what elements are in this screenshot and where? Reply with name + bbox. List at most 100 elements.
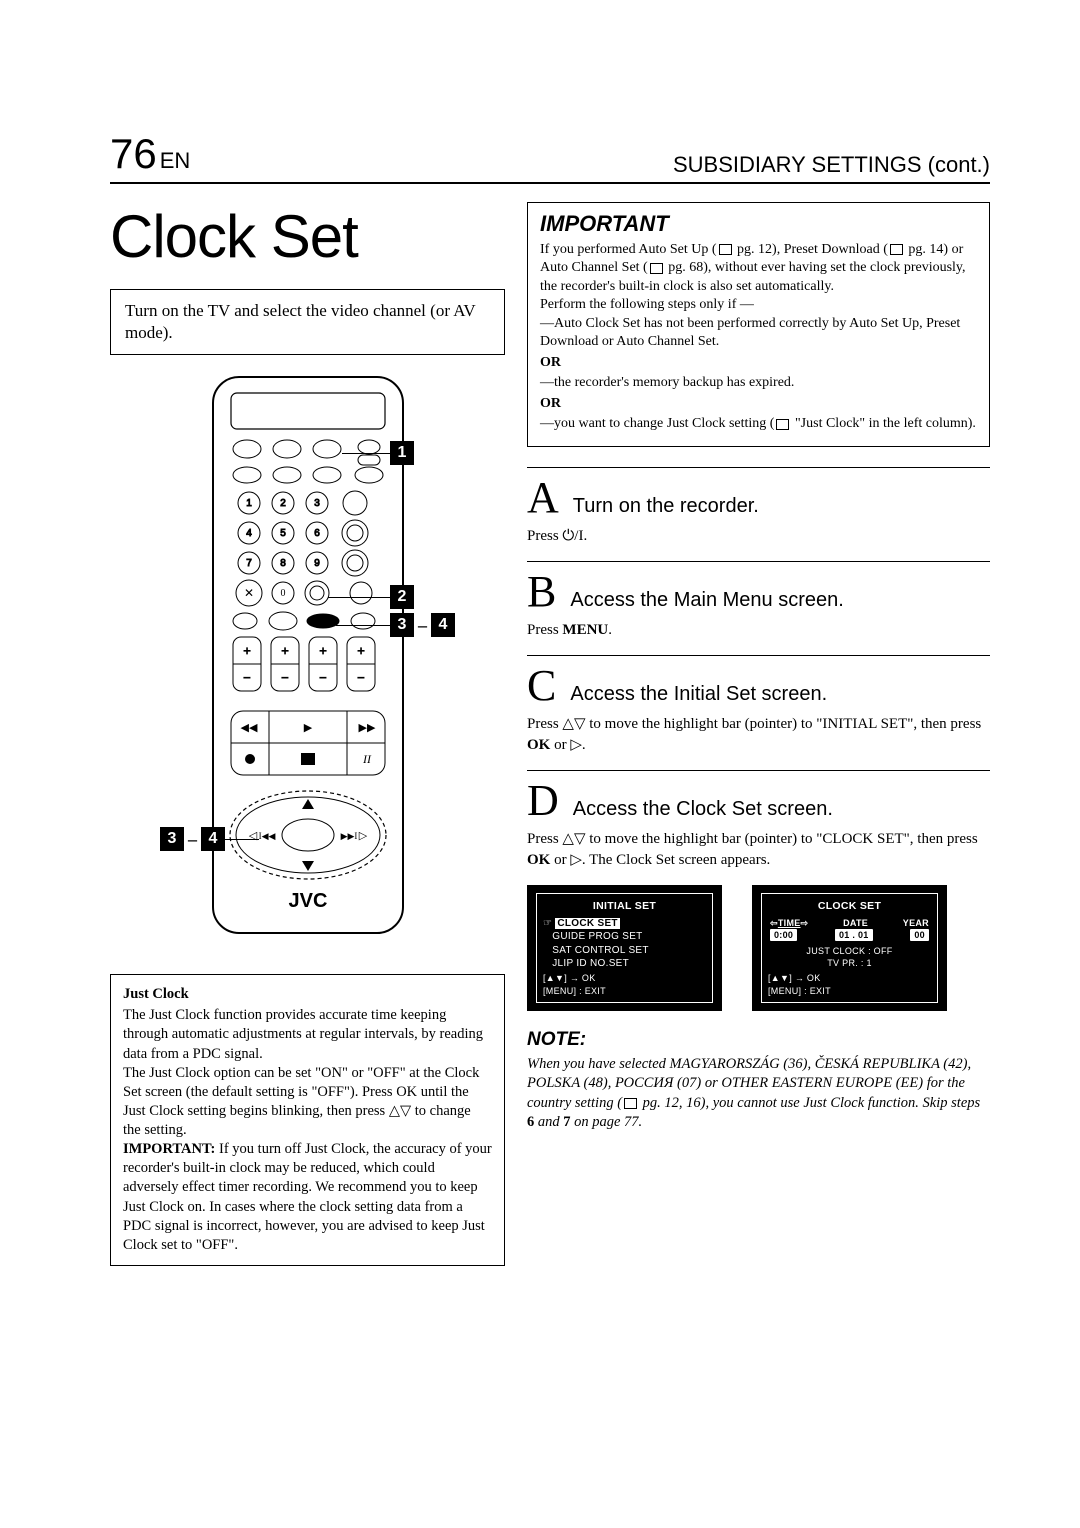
imp-l1b: pg. 12), Preset Download ( [734, 242, 888, 257]
clock-v-time: 0:00 [770, 929, 797, 941]
screen-initial-inner: INITIAL SET ☞ CLOCK SET GUIDE PROG SET S… [536, 893, 713, 1003]
svg-text:▶▶I: ▶▶I [340, 831, 357, 841]
step-b-bold: MENU [562, 622, 608, 638]
step-d-pre: Press △▽ to move the highlight bar (poin… [527, 831, 978, 847]
step-c-letter: C [527, 664, 556, 708]
screen-clock-title: CLOCK SET [768, 899, 931, 913]
important-label: IMPORTANT [540, 211, 977, 237]
svg-text:3: 3 [314, 498, 320, 509]
note-and: and [534, 1114, 563, 1130]
svg-text:9: 9 [314, 558, 320, 569]
ref-icon [890, 244, 903, 255]
just-clock-box: Just Clock The Just Clock function provi… [110, 974, 505, 1266]
callout-dash: – [418, 615, 427, 636]
right-column: IMPORTANT If you performed Auto Set Up (… [527, 202, 990, 1266]
callout-box-3a: 3 [390, 613, 414, 637]
svg-text:+: + [319, 643, 326, 658]
svg-text:▶▶: ▶▶ [358, 722, 375, 734]
step-d-letter: D [527, 779, 559, 823]
clock-jc: JUST CLOCK : OFF [768, 945, 931, 957]
screen-initial-item1: ☞ CLOCK SET [543, 917, 706, 931]
screen-initial-item2-label: GUIDE PROG SET [552, 931, 642, 942]
callout-3: 3 – 4 [390, 613, 455, 637]
ref-icon [776, 419, 789, 430]
intro-box: Turn on the TV and select the video chan… [110, 289, 505, 355]
content-columns: Clock Set Turn on the TV and select the … [110, 202, 990, 1266]
screen-clock-footer1: [▲▼] → OK [768, 972, 931, 984]
page-header: 76 EN SUBSIDIARY SETTINGS (cont.) [110, 130, 990, 184]
page-title: Clock Set [110, 202, 505, 271]
svg-text:5: 5 [280, 528, 286, 539]
callout-box-4b: 4 [201, 827, 225, 851]
page-number: 76 EN [110, 130, 190, 178]
remote-illustration: 1 2 3 4 5 6 7 8 9 ✕ 0 [110, 375, 505, 960]
screen-initial-item3-label: SAT CONTROL SET [552, 945, 649, 956]
imp-l2: Perform the following steps only if — [540, 296, 977, 314]
svg-text:0: 0 [280, 588, 285, 599]
svg-text:6: 6 [314, 528, 320, 539]
just-clock-p1: The Just Clock function provides accurat… [123, 1006, 492, 1063]
imp-l4: —the recorder's memory backup has expire… [540, 374, 977, 392]
step-b-letter: B [527, 570, 556, 614]
svg-text:I◀◀: I◀◀ [258, 831, 275, 841]
svg-text:+: + [357, 643, 364, 658]
step-b-post: . [608, 622, 612, 638]
svg-text:−: − [243, 670, 250, 685]
step-a-title: Turn on the recorder. [573, 495, 759, 518]
callout-box-3b: 4 [431, 613, 455, 637]
hand-icon: ☞ [543, 918, 552, 929]
step-c-body: Press △▽ to move the highlight bar (poin… [527, 714, 990, 756]
callout-dash-2: – [188, 829, 197, 850]
ref-icon [719, 244, 732, 255]
step-d-post: or ▷. The Clock Set screen appears. [550, 852, 770, 868]
clock-h-date: DATE [843, 917, 868, 929]
clock-v-date: 01 . 01 [835, 929, 873, 941]
imp-l3: —Auto Clock Set has not been performed c… [540, 315, 977, 352]
screen-initial-item3: SAT CONTROL SET [543, 944, 706, 958]
step-c-head: C Access the Initial Set screen. [527, 664, 990, 708]
svg-text:◀◀: ◀◀ [240, 722, 257, 734]
screen-initial-title: INITIAL SET [543, 899, 706, 913]
step-a-head: A Turn on the recorder. [527, 476, 990, 520]
screen-initial-set: INITIAL SET ☞ CLOCK SET GUIDE PROG SET S… [527, 885, 722, 1011]
screen-clock-body: ⇦TIME⇨ DATE YEAR 0:00 01 . 01 00 JUST CL… [768, 917, 931, 973]
important-box: IMPORTANT If you performed Auto Set Up (… [527, 202, 990, 447]
callout-box-4a: 3 [160, 827, 184, 851]
callout-box-1: 1 [390, 441, 414, 465]
step-c-bold: OK [527, 737, 550, 753]
just-clock-imp-label: IMPORTANT: [123, 1141, 215, 1157]
step-c: C Access the Initial Set screen. Press △… [527, 655, 990, 756]
callout-box-2: 2 [390, 585, 414, 609]
just-clock-p3: IMPORTANT: If you turn off Just Clock, t… [123, 1140, 492, 1255]
screen-initial-footer: [▲▼] → OK [MENU] : EXIT [543, 972, 706, 996]
ref-icon [624, 1098, 637, 1109]
imp-l5a: —you want to change Just Clock setting ( [540, 416, 774, 431]
svg-text:JVC: JVC [288, 890, 327, 912]
step-c-post: or ▷. [550, 737, 585, 753]
svg-text:−: − [319, 670, 326, 685]
step-d-bold: OK [527, 852, 550, 868]
step-d-head: D Access the Clock Set screen. [527, 779, 990, 823]
step-d-body: Press △▽ to move the highlight bar (poin… [527, 829, 990, 871]
step-b-body: Press MENU. [527, 620, 990, 641]
clock-h-time-label: TIME [778, 918, 801, 928]
callout-2: 2 [390, 585, 414, 609]
note-body: When you have selected MAGYARORSZÁG (36)… [527, 1055, 990, 1133]
screen-initial-footer2: [MENU] : EXIT [543, 985, 706, 997]
note-b: pg. 12, 16), you cannot use Just Clock f… [639, 1095, 980, 1111]
clock-h-time: ⇦TIME⇨ [770, 917, 808, 929]
note-7: 7 [563, 1114, 570, 1130]
imp-l5: —you want to change Just Clock setting (… [540, 415, 977, 433]
imp-l1a: If you performed Auto Set Up ( [540, 242, 717, 257]
clock-v-year: 00 [910, 929, 929, 941]
imp-l5b: "Just Clock" in the left column). [791, 416, 975, 431]
clock-headers: ⇦TIME⇨ DATE YEAR [768, 917, 931, 929]
screen-clock-set: CLOCK SET ⇦TIME⇨ DATE YEAR 0:00 01 . 01 [752, 885, 947, 1011]
imp-or-1: OR [540, 354, 977, 372]
svg-text:✕: ✕ [243, 586, 253, 600]
clock-h-year: YEAR [903, 917, 929, 929]
clock-tvpr: TV PR. : 1 [768, 957, 931, 969]
svg-text:+: + [243, 643, 250, 658]
svg-text:1: 1 [246, 498, 252, 509]
important-body: If you performed Auto Set Up ( pg. 12), … [540, 241, 977, 434]
